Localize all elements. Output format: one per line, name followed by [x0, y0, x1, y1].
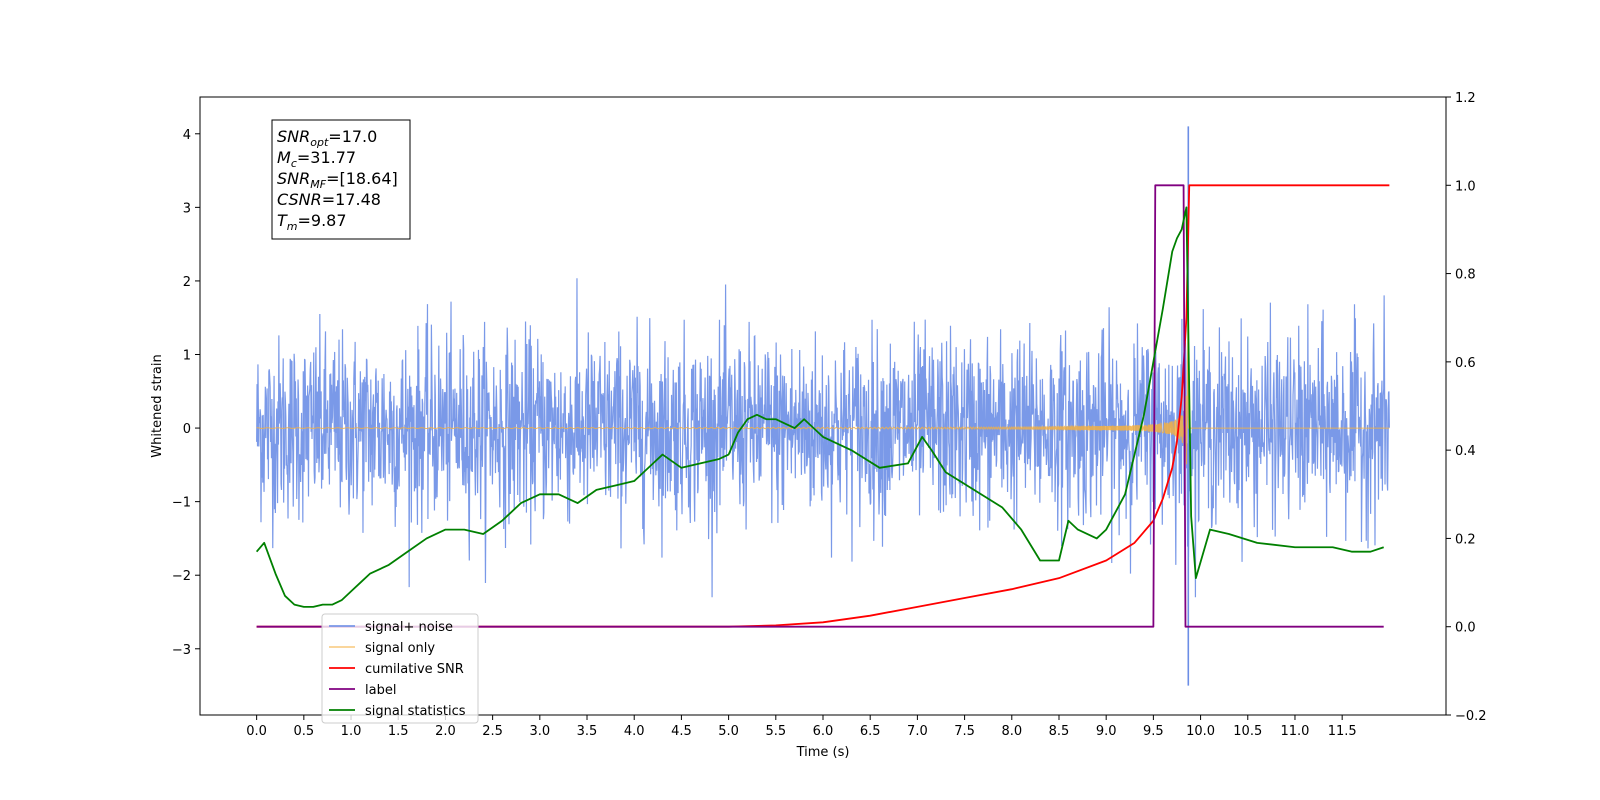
legend-entry-label[interactable]: signal+ noise — [365, 620, 453, 635]
x-tick-label: 11.5 — [1328, 724, 1357, 739]
x-tick-label: 4.0 — [624, 724, 645, 739]
y2-tick-label: 0.4 — [1455, 444, 1476, 459]
x-tick-label: 6.0 — [813, 724, 834, 739]
x-tick-label: 8.0 — [1001, 724, 1022, 739]
x-tick-label: 3.5 — [577, 724, 598, 739]
legend-entry-label[interactable]: signal only — [365, 641, 435, 656]
y-tick-label: 1 — [183, 349, 191, 364]
plot-area — [255, 126, 1390, 686]
x-tick-label: 5.5 — [765, 724, 786, 739]
legend-entry-label[interactable]: signal statistics — [365, 704, 466, 719]
y2-tick-label: 0.8 — [1455, 268, 1476, 283]
legend-entry-label[interactable]: cumilative SNR — [365, 662, 464, 677]
y-tick-label: −3 — [172, 643, 191, 658]
annotation-line: Tm=9.87 — [277, 211, 347, 233]
series-line-signal-statistics — [255, 206, 1384, 608]
snr-annotation-box: SNRopt=17.0Mc=31.77SNRMF=[18.64]CSNR=17.… — [271, 119, 411, 240]
annotation-line: SNRopt=17.0 — [277, 127, 377, 149]
x-axis-label: Time (s) — [796, 745, 850, 760]
series-line-signal-only — [256, 317, 1390, 465]
annotation-line: Mc=31.77 — [277, 148, 356, 170]
x-tick-label: 8.5 — [1049, 724, 1070, 739]
annotation-frame — [271, 119, 411, 240]
x-tick-label: 1.0 — [341, 724, 362, 739]
series-line-label — [256, 184, 1384, 628]
x-tick-label: 6.5 — [860, 724, 881, 739]
x-tick-label: 3.0 — [529, 724, 550, 739]
y2-tick-label: −0.2 — [1455, 709, 1487, 724]
axes: 0.0 0.5 1.0 1.5 2.0 2.5 3.0 3.5 4.0 4.5 5.0 5.5 6.0 6… — [172, 91, 1487, 739]
y2-tick-label: 0.0 — [1455, 621, 1476, 636]
x-tick-label: 2.0 — [435, 724, 456, 739]
x-tick-label: 2.5 — [482, 724, 503, 739]
series-line-signal-noise — [256, 278, 1390, 598]
x-tick-label: 5.0 — [718, 724, 739, 739]
x-tick-label: 7.5 — [954, 724, 975, 739]
y2-tick-label: 1.0 — [1455, 179, 1476, 194]
annotation-line: CSNR=17.48 — [277, 190, 381, 209]
annotation-line: SNRMF=[18.64] — [277, 169, 398, 191]
y-axis-label: Whitened strain — [150, 354, 165, 457]
y2-tick-label: 0.2 — [1455, 532, 1476, 547]
legend-frame — [321, 613, 479, 724]
x-tick-label: 0.0 — [246, 724, 267, 739]
x-tick-label: 9.5 — [1143, 724, 1164, 739]
x-tick-label: 1.5 — [388, 724, 409, 739]
legend-entry-label[interactable]: label — [365, 683, 396, 698]
y-tick-label: −2 — [172, 569, 191, 584]
legend[interactable]: signal+ noise signal only cumilative SNR la… — [321, 613, 479, 724]
y2-tick-label: 0.6 — [1455, 356, 1476, 371]
x-tick-label: 4.5 — [671, 724, 692, 739]
y-tick-label: 2 — [183, 275, 191, 290]
x-tick-label: 10.5 — [1233, 724, 1262, 739]
y-tick-label: 3 — [183, 201, 191, 216]
y-tick-label: 0 — [183, 422, 191, 437]
x-tick-label: 11.0 — [1280, 724, 1309, 739]
x-tick-label: 7.0 — [907, 724, 928, 739]
y-tick-label: 4 — [183, 128, 191, 143]
x-tick-label: 10.0 — [1186, 724, 1215, 739]
x-tick-label: 0.5 — [293, 724, 314, 739]
y-tick-label: −1 — [172, 496, 191, 511]
series-line-cumulative-snr — [256, 184, 1390, 628]
x-tick-label: 9.0 — [1096, 724, 1117, 739]
y2-tick-label: 1.2 — [1455, 91, 1476, 106]
